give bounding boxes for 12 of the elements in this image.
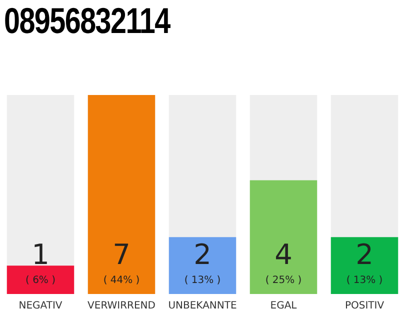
chart-title: 08956832114 xyxy=(4,0,170,42)
data-label: 2 ( 13% ) xyxy=(184,238,221,286)
bar xyxy=(6,266,74,294)
x-tick-label: POSITIV xyxy=(344,300,384,312)
data-label: 4 ( 25% ) xyxy=(265,238,302,286)
data-label: 1 ( 6% ) xyxy=(25,238,56,286)
data-label: 2 ( 13% ) xyxy=(346,238,383,286)
x-tick-label: EGAL xyxy=(270,300,298,312)
x-tick-label: NEGATIV xyxy=(18,300,62,312)
data-label: 7 ( 44% ) xyxy=(103,238,140,286)
x-tick-label: VERWIRREND xyxy=(88,300,156,312)
x-tick-label: UNBEKANNTE xyxy=(168,300,237,312)
